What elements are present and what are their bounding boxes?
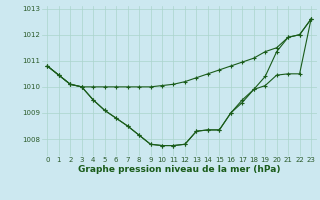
X-axis label: Graphe pression niveau de la mer (hPa): Graphe pression niveau de la mer (hPa) [78,165,280,174]
